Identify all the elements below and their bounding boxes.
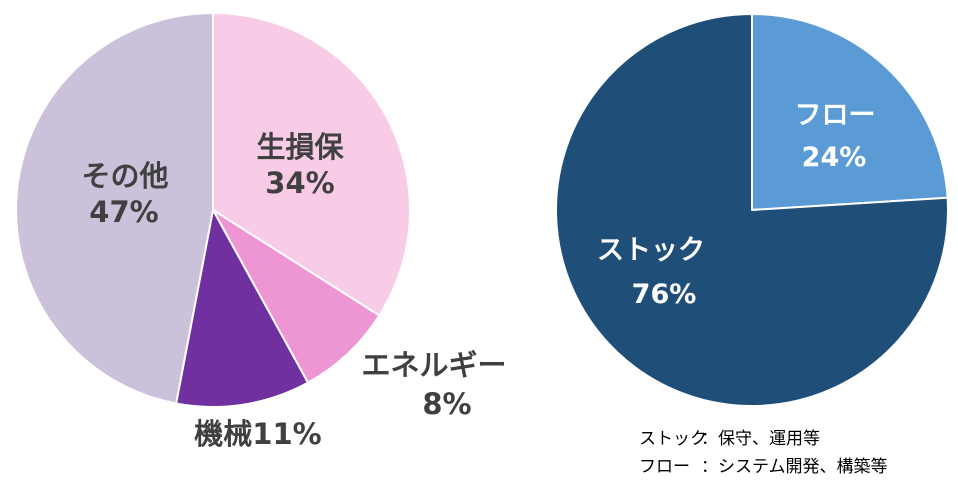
note-term-stock: ストック (639, 429, 707, 449)
industry-pie-slices (15, 12, 411, 408)
slice-label-stock-name: ストック (597, 235, 705, 266)
footnotes: ストック ：保守、運用等 フロー ：システム開発、構築等 (639, 429, 888, 477)
pie-slice-stock (555, 13, 949, 407)
pie-slice-energy (212, 209, 381, 384)
slice-label-other-value: 47% (89, 195, 158, 229)
slice-label-other-name: その他 (81, 159, 168, 193)
slice-label-machinery-value: 11% (252, 417, 321, 451)
slice-label-stock-value: 76% (632, 279, 697, 310)
industry-pie-chart: 生損保 34% エネルギー 8% 機械11% その他 47% (15, 12, 507, 451)
pie-slice-machinery (175, 209, 309, 408)
slice-label-energy-name: エネルギー (361, 348, 506, 382)
slice-label-machinery-name: 機械 (194, 417, 252, 451)
slice-label-flow-name: フロー (795, 100, 876, 131)
slice-label-flow-value: 24% (802, 142, 867, 173)
pie-slice-flow (751, 13, 949, 211)
slice-label-energy-value: 8% (422, 387, 471, 421)
note-description-flow: ：システム開発、構築等 (701, 457, 888, 477)
slice-label-machinery: 機械11% (194, 417, 321, 451)
slice-label-insurance-value: 34% (265, 166, 334, 200)
note-term-flow: フロー (639, 457, 690, 477)
revenue-type-pie-slices (555, 13, 949, 407)
revenue-type-pie-chart: フロー 24% ストック 76% (555, 13, 949, 407)
pie-slice-other (15, 12, 214, 405)
pie-slice-insurance (212, 12, 411, 317)
note-description-stock: ：保守、運用等 (701, 429, 820, 449)
slice-label-insurance-name: 生損保 (256, 130, 344, 164)
